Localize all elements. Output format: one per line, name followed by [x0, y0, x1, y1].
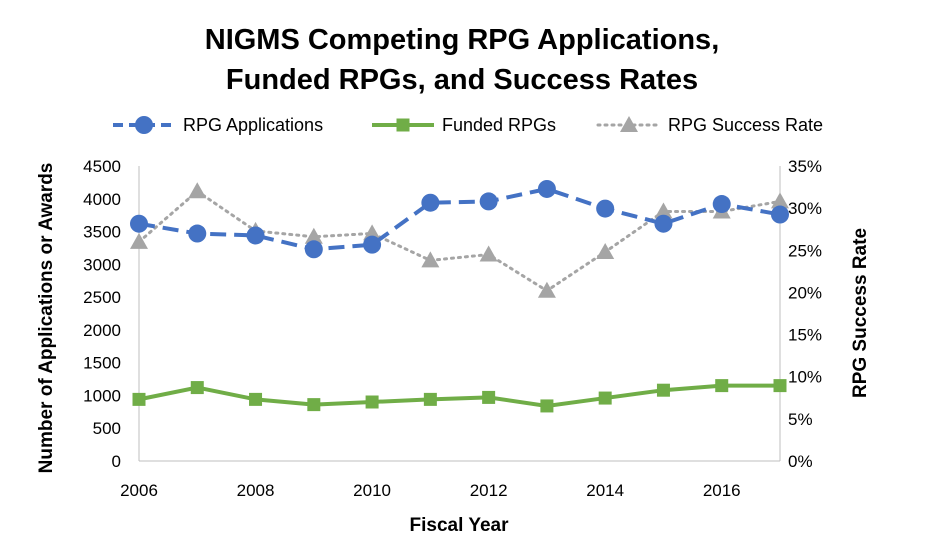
data-point-funded-rpgs: [598, 391, 612, 405]
x-tick-label: 2016: [703, 481, 741, 500]
legend-label: Funded RPGs: [442, 115, 556, 135]
legend-label: RPG Applications: [183, 115, 323, 135]
data-point-funded-rpgs: [423, 392, 437, 406]
data-point-rpg-success-rate: [771, 192, 789, 209]
y-tick-label: 3000: [83, 255, 121, 274]
data-point-rpg-success-rate: [304, 227, 323, 244]
data-point-rpg-applications: [304, 240, 323, 259]
y2-tick-labels: 0% 5% 10% 15% 20% 25% 30% 35%: [788, 157, 822, 471]
data-point-rpg-applications: [596, 199, 615, 218]
y-tick-label: 4000: [83, 190, 121, 209]
chart-title-line-2: Funded RPGs, and Success Rates: [226, 64, 698, 96]
data-point-rpg-success-rate: [654, 202, 673, 219]
y2-tick-label: 10%: [788, 368, 822, 387]
series-rpg-success-rate: [130, 182, 789, 298]
legend-swatch-marker: [620, 116, 638, 132]
y2-axis-title: RPG Success Rate: [850, 228, 871, 398]
x-tick-label: 2006: [120, 481, 158, 500]
x-tick-label: 2008: [237, 481, 275, 500]
chart-title-line-1: NIGMS Competing RPG Applications,: [205, 24, 720, 56]
legend: RPG Applications Funded RPGs RPG Success R…: [113, 115, 823, 135]
data-point-funded-rpgs: [656, 383, 670, 397]
y2-tick-label: 0%: [788, 452, 813, 471]
y2-tick-label: 15%: [788, 326, 822, 345]
y2-tick-label: 30%: [788, 199, 822, 218]
legend-item-funded-rpgs: Funded RPGs: [372, 115, 556, 135]
data-point-rpg-applications: [771, 205, 789, 224]
y-tick-label: 500: [93, 419, 121, 438]
data-point-rpg-success-rate: [188, 182, 207, 199]
x-tick-labels: 2006 2008 2010 2012 2014 2016: [120, 481, 741, 500]
data-point-rpg-applications: [421, 193, 440, 212]
x-tick-label: 2012: [470, 481, 508, 500]
data-point-rpg-success-rate: [596, 242, 615, 259]
y-tick-label: 1500: [83, 354, 121, 373]
x-axis-title: Fiscal Year: [410, 515, 510, 536]
data-point-rpg-applications: [654, 214, 673, 233]
y2-tick-label: 5%: [788, 410, 813, 429]
data-point-funded-rpgs: [307, 398, 321, 412]
y-tick-label: 3500: [83, 223, 121, 242]
data-point-rpg-applications: [130, 214, 148, 233]
data-point-funded-rpgs: [482, 390, 496, 404]
legend-item-rpg-success-rate: RPG Success Rate: [596, 115, 823, 135]
data-point-rpg-applications: [712, 195, 731, 214]
data-point-rpg-applications: [479, 192, 498, 211]
legend-label: RPG Success Rate: [668, 115, 823, 135]
y-tick-label: 2000: [83, 321, 121, 340]
data-point-rpg-applications: [188, 224, 207, 243]
legend-swatch-marker: [396, 118, 410, 132]
data-point-funded-rpgs: [249, 392, 263, 406]
y-tick-label: 0: [112, 452, 121, 471]
y-tick-label: 2500: [83, 288, 121, 307]
data-point-rpg-applications: [246, 226, 265, 245]
data-point-rpg-applications: [537, 179, 556, 198]
series-layer: [130, 179, 789, 413]
series-line-funded-rpgs: [138, 383, 780, 408]
data-point-funded-rpgs: [365, 395, 379, 409]
data-point-rpg-success-rate: [537, 281, 556, 298]
y-tick-label: 1000: [83, 386, 121, 405]
data-point-rpg-success-rate: [421, 251, 440, 268]
data-point-rpg-success-rate: [363, 224, 382, 241]
y-tick-label: 4500: [83, 157, 121, 176]
y2-tick-label: 20%: [788, 283, 822, 302]
y-tick-labels: 0 500 1000 1500 2000 2500 3000 3500 4000 4500: [83, 157, 121, 471]
series-rpg-applications: [130, 179, 789, 259]
x-tick-label: 2010: [353, 481, 391, 500]
data-point-rpg-applications: [363, 235, 382, 254]
series-line-rpg-success-rate: [137, 189, 782, 293]
data-point-funded-rpgs: [132, 392, 146, 406]
y2-tick-label: 35%: [788, 157, 822, 176]
legend-swatch-marker: [135, 116, 153, 134]
data-point-funded-rpgs: [773, 379, 787, 393]
data-point-funded-rpgs: [540, 399, 554, 413]
data-point-rpg-success-rate: [130, 232, 148, 249]
series-funded-rpgs: [132, 379, 787, 413]
data-point-rpg-success-rate: [479, 245, 498, 262]
data-point-funded-rpgs: [715, 379, 729, 393]
x-tick-label: 2014: [586, 481, 624, 500]
y-axis-title: Number of Applications or Awards: [36, 163, 57, 474]
legend-item-rpg-applications: RPG Applications: [113, 115, 323, 135]
series-line-rpg-applications: [138, 186, 781, 252]
y2-tick-label: 25%: [788, 241, 822, 260]
data-point-funded-rpgs: [190, 381, 204, 395]
